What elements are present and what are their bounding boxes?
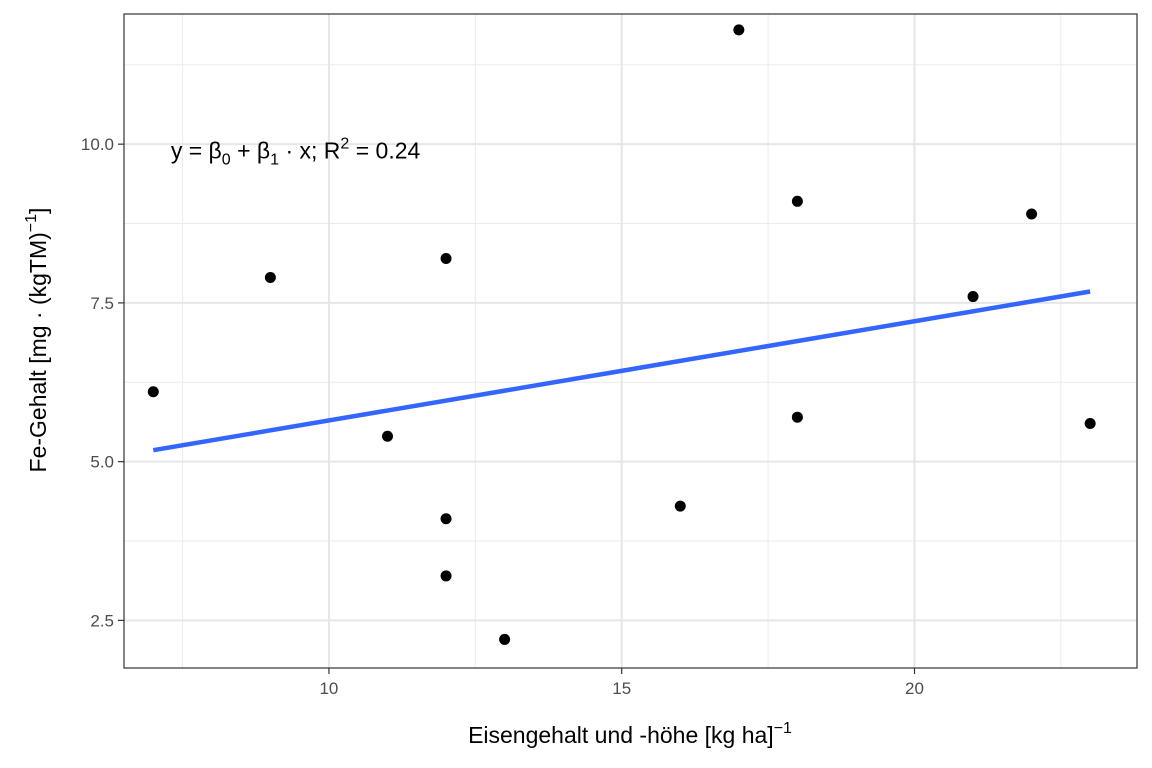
- y-axis-ticks: 2.5 5.0 7.5 10.0: [81, 135, 124, 630]
- x-axis-ticks: 10 15 20: [319, 668, 924, 698]
- data-point: [440, 513, 452, 525]
- data-point: [264, 272, 276, 284]
- y-tick-label: 2.5: [90, 611, 114, 630]
- data-point: [1084, 418, 1096, 430]
- regression-line-layer: [152, 289, 1091, 453]
- data-point: [499, 633, 511, 645]
- data-points: [147, 24, 1096, 645]
- y-tick-label: 5.0: [90, 453, 114, 472]
- major-gridlines: [124, 14, 1137, 668]
- data-point: [791, 411, 803, 423]
- data-point: [674, 500, 686, 512]
- x-tick-label: 10: [319, 679, 338, 698]
- data-point: [440, 570, 452, 582]
- x-tick-label: 20: [905, 679, 924, 698]
- data-point: [791, 195, 803, 207]
- data-point: [733, 24, 745, 36]
- data-point: [147, 386, 159, 398]
- data-point: [440, 252, 452, 264]
- y-tick-label: 10.0: [81, 135, 114, 154]
- data-point: [967, 291, 979, 303]
- regression-equation-annotation: y = β0 + β1 · x; R2 = 0.24: [171, 136, 421, 169]
- minor-gridlines: [124, 14, 1137, 668]
- regression-line: [152, 289, 1091, 453]
- y-tick-label: 7.5: [90, 294, 114, 313]
- data-point: [1026, 208, 1038, 220]
- data-point: [381, 430, 393, 442]
- plot-panel-border: [123, 13, 1138, 669]
- x-tick-label: 15: [612, 679, 631, 698]
- y-axis-title: Fe-Gehalt [mg · (kgTM)−1]: [23, 208, 51, 473]
- x-axis-title: Eisengehalt und -höhe [kg ha]−1: [468, 720, 792, 748]
